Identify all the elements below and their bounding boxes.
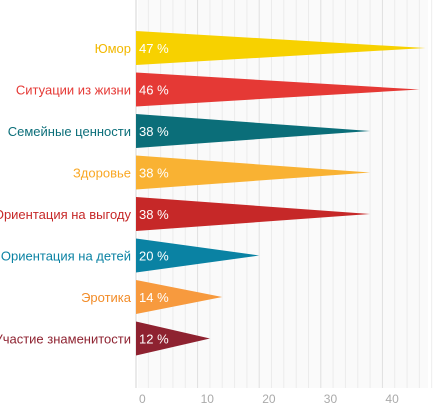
- value-label: 20 %: [139, 249, 169, 264]
- bar: [136, 31, 426, 65]
- bar: [136, 114, 371, 148]
- value-label: 38 %: [139, 124, 169, 139]
- bar: [136, 238, 260, 273]
- x-tick-label: 0: [139, 392, 146, 406]
- category-label: Ориентация на детей: [1, 249, 131, 264]
- category-label: Юмор: [95, 41, 131, 56]
- x-tick-label: 10: [201, 392, 215, 406]
- x-tick-label: 30: [324, 392, 338, 406]
- category-label: Ориентация на выгоду: [0, 207, 131, 222]
- plot-background: [138, 0, 428, 388]
- bar: [136, 155, 371, 190]
- bar: [136, 280, 223, 314]
- bar: [136, 197, 371, 231]
- value-label: 14 %: [139, 290, 169, 305]
- category-label: Семейные ценности: [8, 124, 131, 139]
- x-tick-label: 20: [262, 392, 276, 406]
- category-label: Ситуации из жизни: [16, 83, 131, 98]
- category-label: Участие знаменитости: [0, 332, 131, 347]
- value-label: 38 %: [139, 207, 169, 222]
- x-tick-label: 40: [385, 392, 399, 406]
- value-label: 12 %: [139, 332, 169, 347]
- value-label: 47 %: [139, 41, 169, 56]
- category-label: Здоровье: [73, 166, 131, 181]
- value-label: 38 %: [139, 166, 169, 181]
- value-label: 46 %: [139, 83, 169, 98]
- category-label: Эротика: [81, 290, 132, 305]
- bar: [136, 321, 210, 356]
- bar: [136, 72, 420, 107]
